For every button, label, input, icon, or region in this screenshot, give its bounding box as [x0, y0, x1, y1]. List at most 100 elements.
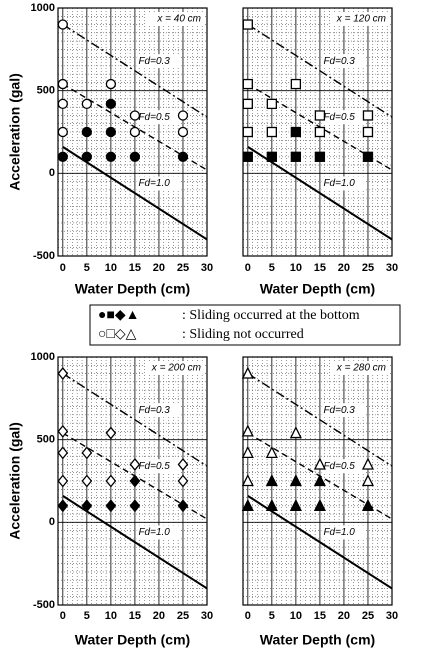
legend-box [89, 304, 401, 346]
marker [241, 498, 254, 511]
fd-line [247, 372, 392, 467]
fd-line [247, 495, 392, 590]
marker [81, 98, 92, 110]
x-axis-label: Water Depth (cm) [75, 632, 190, 648]
marker [57, 446, 69, 460]
marker [265, 474, 278, 487]
fd-line [247, 146, 392, 241]
x-tick-label: 10 [105, 262, 117, 274]
marker [242, 98, 253, 110]
marker [177, 126, 189, 138]
marker [57, 474, 69, 488]
annotation: x = 120 cm [336, 14, 386, 25]
marker [313, 498, 326, 511]
x-tick-label: 20 [338, 610, 350, 622]
marker [177, 457, 189, 471]
x-tick-label: 30 [201, 610, 213, 622]
marker [265, 445, 278, 459]
marker [241, 474, 254, 487]
y-axis-label: Acceleration (gal) [7, 73, 23, 190]
x-tick-label: 0 [60, 262, 66, 274]
fd-line [62, 23, 207, 118]
marker [361, 457, 375, 470]
fd-line [247, 23, 392, 118]
x-tick-label: 15 [129, 262, 141, 274]
marker [314, 110, 326, 121]
marker [57, 78, 68, 90]
marker [241, 445, 254, 459]
marker [57, 424, 69, 438]
line-label: Fd=1.0 [323, 178, 355, 189]
marker [266, 98, 277, 110]
y-tick-label: 1000 [31, 2, 55, 14]
marker [362, 126, 374, 138]
marker [81, 474, 93, 488]
annotation: x = 40 cm [156, 14, 201, 25]
marker [105, 98, 117, 110]
marker [105, 126, 117, 138]
fd-line [62, 372, 207, 467]
y-tick-label: -500 [33, 250, 55, 262]
x-tick-label: 5 [84, 610, 90, 622]
y-tick-label: 500 [37, 85, 55, 97]
x-tick-label: 10 [290, 262, 302, 274]
marker [241, 424, 254, 437]
marker [242, 78, 253, 90]
legend-filled-symbols: ●■◆▲ [98, 308, 140, 323]
line-label-bg [321, 176, 366, 191]
line-label: Fd=1.0 [323, 527, 355, 538]
marker [289, 498, 302, 511]
x-tick-label: 30 [201, 262, 213, 274]
y-tick-label: 500 [37, 434, 55, 446]
marker [362, 110, 374, 121]
marker [290, 151, 302, 162]
marker [129, 151, 141, 162]
x-tick-label: 10 [105, 610, 117, 622]
marker [105, 499, 117, 513]
x-tick-label: 15 [314, 262, 326, 274]
x-tick-label: 25 [177, 262, 189, 274]
x-axis-label: Water Depth (cm) [260, 281, 375, 297]
line-label-bg [136, 54, 181, 69]
marker [105, 151, 117, 162]
marker [105, 474, 117, 488]
marker [313, 474, 326, 487]
legend-filled-text: : Sliding occurred at the bottom [182, 308, 360, 323]
line-label: Fd=0.3 [323, 56, 355, 67]
marker [81, 151, 92, 162]
x-tick-label: 30 [386, 262, 398, 274]
marker [265, 498, 278, 511]
x-tick-label: 0 [245, 610, 251, 622]
marker [290, 78, 302, 90]
marker [57, 367, 69, 381]
line-label: Fd=0.3 [138, 56, 170, 67]
marker [290, 126, 302, 138]
line-label: Fd=1.0 [138, 178, 170, 189]
marker [177, 110, 189, 121]
x-tick-label: 5 [269, 262, 275, 274]
x-tick-label: 30 [386, 610, 398, 622]
x-tick-label: 20 [338, 262, 350, 274]
line-label-bg [136, 110, 181, 125]
legend-open-text: : Sliding not occurred [182, 327, 304, 342]
marker [105, 426, 117, 440]
line-label: Fd=0.5 [323, 112, 355, 123]
x-tick-label: 25 [177, 610, 189, 622]
marker [242, 19, 253, 30]
y-tick-label: 0 [49, 516, 55, 528]
marker [129, 126, 141, 138]
marker [129, 457, 141, 471]
x-tick-label: 0 [245, 262, 251, 274]
annotation-bg [330, 361, 388, 375]
marker [289, 474, 302, 487]
marker [314, 126, 326, 138]
y-axis-label: Acceleration (gal) [7, 422, 23, 539]
line-label: Fd=0.5 [323, 461, 355, 472]
x-tick-label: 5 [269, 610, 275, 622]
x-tick-label: 15 [314, 610, 326, 622]
line-label: Fd=0.3 [323, 405, 355, 416]
x-tick-label: 20 [153, 262, 165, 274]
marker [266, 126, 277, 138]
line-label-bg [136, 403, 181, 418]
